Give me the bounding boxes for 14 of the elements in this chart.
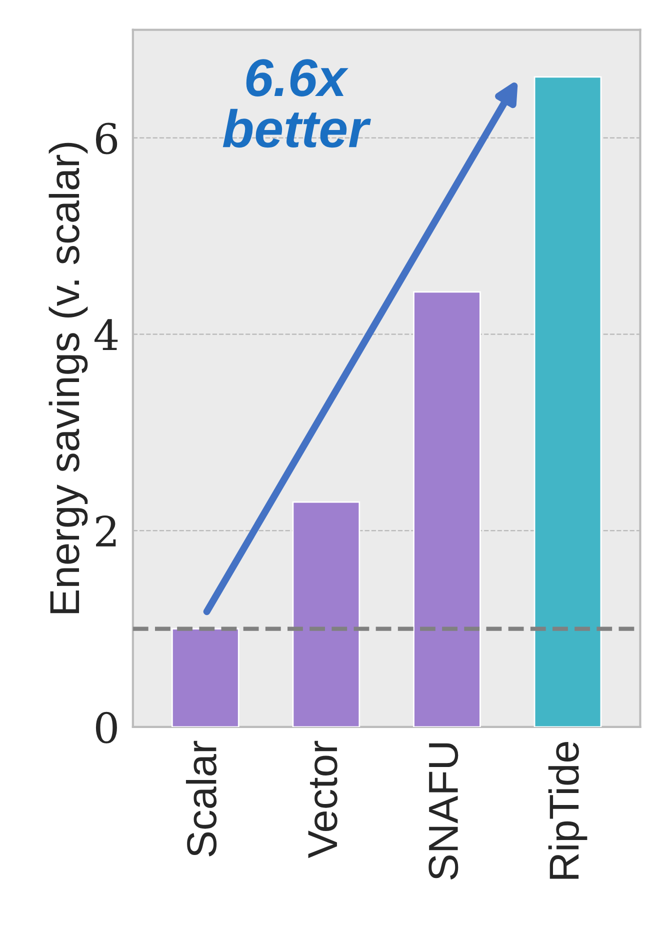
bar xyxy=(292,501,360,727)
annotation: 6.6x better xyxy=(222,59,371,148)
bar xyxy=(534,76,602,727)
x-tick-label: Scalar xyxy=(186,740,217,856)
y-tick-label: 4 xyxy=(94,319,118,350)
y-axis-title: Energy savings (v. scalar) xyxy=(48,142,88,614)
x-tick-label: RipTide xyxy=(548,742,588,879)
x-tick-label: SNAFU xyxy=(428,743,458,880)
bar xyxy=(413,291,481,727)
bar xyxy=(171,628,240,727)
y-tick-label: 2 xyxy=(96,515,116,546)
y-tick-label: 0 xyxy=(96,712,117,744)
x-tick-label: Vector xyxy=(308,740,338,858)
y-tick-label: 6 xyxy=(96,122,118,154)
